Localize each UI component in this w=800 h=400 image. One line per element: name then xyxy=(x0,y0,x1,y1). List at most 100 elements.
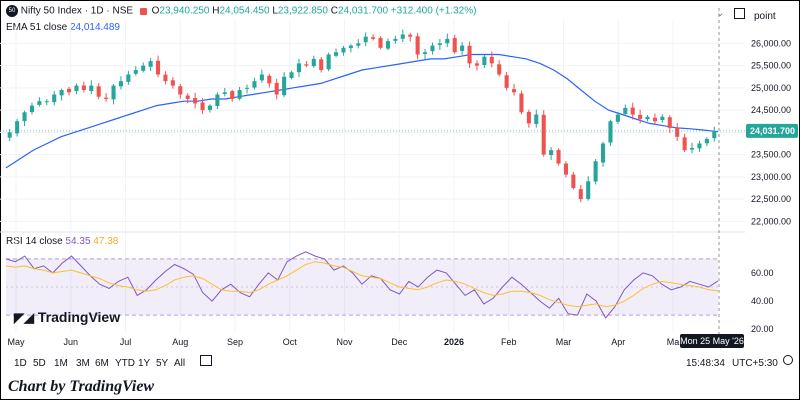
candle-body xyxy=(67,88,72,93)
candle-body xyxy=(356,43,361,46)
calendar-icon[interactable] xyxy=(200,355,212,366)
ohlc-high: 24,054.450 xyxy=(219,5,270,17)
candle-body xyxy=(593,161,598,182)
candle-body xyxy=(274,82,279,95)
time-tick-label: Jul xyxy=(120,337,132,347)
range-3m[interactable]: 3M xyxy=(76,358,90,369)
candle-body xyxy=(541,114,546,155)
candle-body xyxy=(74,85,79,92)
time-tick-label: Apr xyxy=(611,337,625,347)
candle-body xyxy=(289,72,294,78)
symbol-legend[interactable]: 50 Nifty 50 Index · 1D · NSE O23,940.250… xyxy=(6,5,476,17)
candle-body xyxy=(445,38,450,44)
candle-body xyxy=(489,56,494,64)
candle-body xyxy=(460,45,465,51)
bottom-toolbar: 1D 5D 1M 3M 6M YTD 1Y 5Y All 15:48:34 UT… xyxy=(0,352,800,374)
candle-body xyxy=(111,85,116,100)
rsi-legend[interactable]: RSI 14 close 54.35 47.38 xyxy=(6,236,118,247)
range-6m[interactable]: 6M xyxy=(95,358,109,369)
ohlc-change: +312.400 (+1.32%) xyxy=(390,5,477,17)
ema-label: EMA 51 close xyxy=(6,22,68,33)
candle-body xyxy=(15,121,20,134)
candle-body xyxy=(608,121,613,143)
candle-body xyxy=(319,59,324,71)
candle-body xyxy=(667,117,672,128)
collapse-icon[interactable]: ⌄ xyxy=(716,8,725,19)
ohlc-open: 23,940.250 xyxy=(159,5,210,17)
clock-time: 15:48:34 xyxy=(686,358,725,369)
candle-body xyxy=(371,37,376,39)
range-5d[interactable]: 5D xyxy=(33,358,46,369)
candle-body xyxy=(393,38,398,41)
candle-body xyxy=(156,60,161,75)
footer-caption: Chart by TradingView xyxy=(8,378,155,395)
range-all[interactable]: All xyxy=(174,358,186,369)
candle-body xyxy=(482,56,487,66)
range-1y[interactable]: 1Y xyxy=(138,358,151,369)
candle-body xyxy=(408,34,413,37)
tradingview-logo[interactable]: ◤◢ TradingView xyxy=(14,309,120,326)
rsi-line xyxy=(5,251,719,319)
settings-icon[interactable] xyxy=(783,355,793,365)
symbol-title: Nifty 50 Index · 1D · NSE xyxy=(20,5,134,17)
time-tick-label: Nov xyxy=(336,337,353,347)
candle-body xyxy=(282,76,287,96)
candle-body xyxy=(385,41,390,49)
ohlc-c-label: C xyxy=(330,5,338,17)
range-ytd[interactable]: YTD xyxy=(115,358,135,369)
candle-body xyxy=(638,114,643,119)
candle-body xyxy=(178,86,183,95)
candle-body xyxy=(430,45,435,52)
range-5y[interactable]: 5Y xyxy=(156,358,169,369)
time-tick-label: 2026 xyxy=(444,337,464,347)
crosshair-icon[interactable] xyxy=(734,8,745,19)
candle-body xyxy=(423,52,428,54)
candle-body xyxy=(148,61,153,67)
candle-body xyxy=(81,85,86,91)
ohlc-h-label: H xyxy=(212,5,220,17)
candle-body xyxy=(133,70,138,74)
range-1d[interactable]: 1D xyxy=(14,358,27,369)
candle-body xyxy=(326,54,331,70)
time-tick-label: May xyxy=(7,337,25,347)
tv-logo-icon: ◤◢ xyxy=(14,310,34,325)
candle-body xyxy=(141,65,146,71)
price-tick-label: 25,500.00 xyxy=(751,61,791,71)
candle-body xyxy=(267,75,272,84)
price-tick-label: 25,000.00 xyxy=(751,83,791,93)
brand-name: TradingView xyxy=(37,309,121,325)
rsi-ma-line xyxy=(5,261,719,308)
candle-body xyxy=(645,116,650,120)
index-badge: 50 xyxy=(6,5,18,17)
candle-body xyxy=(200,102,205,111)
price-tick-label: 22,000.00 xyxy=(751,216,791,226)
chart-canvas[interactable]: 26,000.00 25,500.00 25,000.00 24,500.00 24,0… xyxy=(0,0,800,352)
timezone[interactable]: UTC+5:30 xyxy=(732,358,778,369)
last-price-label: 24,031.700 xyxy=(750,126,795,136)
candle-body xyxy=(578,189,583,200)
candle-body xyxy=(497,64,502,75)
candle-body xyxy=(652,117,657,122)
price-tick-label: 22,500.00 xyxy=(751,194,791,204)
ema-legend[interactable]: EMA 51 close 24,014.489 xyxy=(6,22,120,33)
rsi-tick-label: 20.00 xyxy=(751,324,774,334)
time-tick-label: Oct xyxy=(283,337,298,347)
candle-body xyxy=(37,101,42,105)
candle-body xyxy=(185,95,190,99)
candle-body xyxy=(682,137,687,151)
candle-body xyxy=(334,52,339,56)
range-1m[interactable]: 1M xyxy=(54,358,68,369)
candle-body xyxy=(586,181,591,199)
last-price-badge xyxy=(746,123,798,138)
candle-body xyxy=(519,93,524,113)
crosshair-date-badge xyxy=(680,334,744,348)
market-status-icon xyxy=(139,7,147,15)
candle-body xyxy=(296,63,301,73)
candle-body xyxy=(690,147,695,150)
price-scale-mode[interactable]: point xyxy=(754,11,776,22)
candle-body xyxy=(304,64,309,66)
rsi-value: 54.35 xyxy=(65,236,91,247)
candle-body xyxy=(571,174,576,188)
candle-body xyxy=(512,89,517,93)
candle-body xyxy=(237,90,242,99)
